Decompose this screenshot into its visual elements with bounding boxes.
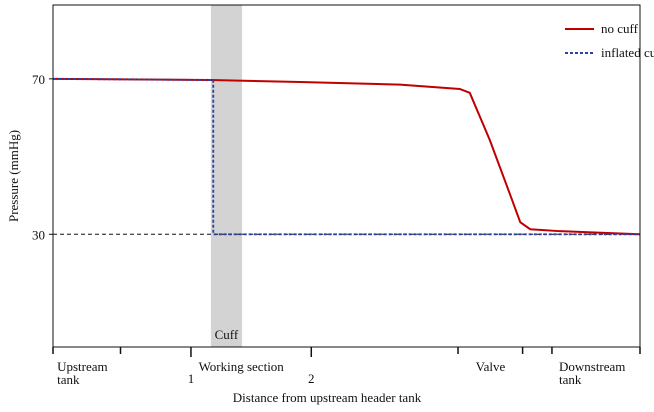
x-axis-label: Distance from upstream header tank [233,390,422,405]
region-label-line: Working section [199,359,285,374]
region-label: Valve [476,359,506,374]
region-label-line: tank [57,372,80,387]
y-tick-label: 30 [32,227,45,242]
cuff-label: Cuff [215,327,239,342]
region-label-line: Downstream [559,359,625,374]
plot-frame [52,4,641,348]
y-axis-label: Pressure (mmHg) [6,130,21,222]
legend-label: no cuff [601,21,639,36]
y-tick-label: 70 [32,72,45,87]
cuff-region [210,5,243,347]
x-tick-label: 1 [188,371,195,386]
x-tick-label: 2 [308,371,315,386]
series-line [52,77,640,236]
region-label: Downstream tank [559,359,625,387]
region-label-line: Upstream [57,359,108,374]
series-line [52,77,641,236]
region-label: Upstream tank [57,359,108,387]
region-label-line: tank [559,372,582,387]
legend-label: inflated cuff [601,45,654,60]
region-label: Working section [199,359,285,374]
region-label-line: Valve [476,359,506,374]
